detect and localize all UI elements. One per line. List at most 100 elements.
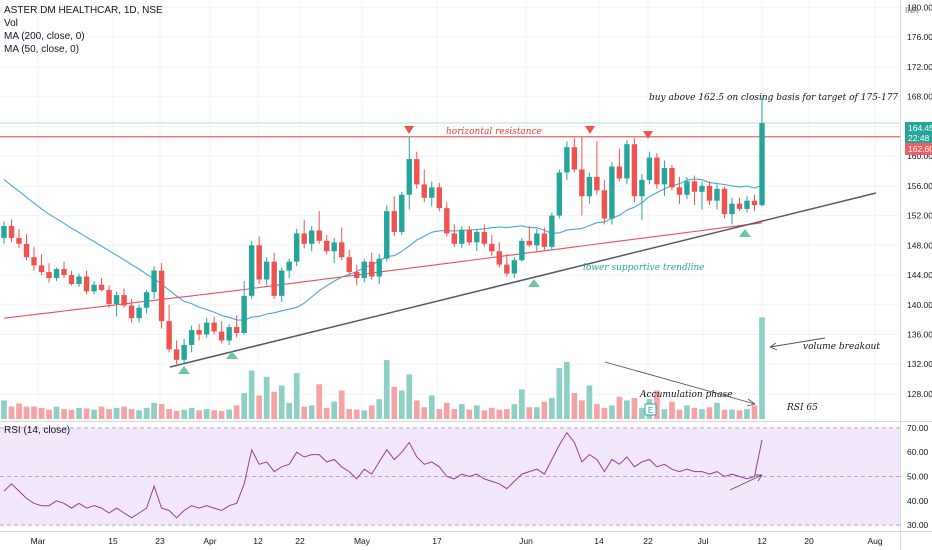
candle-body <box>669 168 675 188</box>
time-tick-label: 22 <box>643 536 653 546</box>
volume-bar <box>398 390 405 419</box>
candle-body <box>369 261 375 277</box>
volume-bar <box>391 386 398 419</box>
volume-bar <box>98 406 105 419</box>
volume-bar <box>151 402 157 419</box>
countdown: 22:48 <box>908 133 930 143</box>
candle-body <box>376 258 382 277</box>
volume-bar <box>53 406 60 419</box>
volume-bar <box>526 407 533 419</box>
volume-bar <box>293 373 300 419</box>
price-tick-label: 152.00 <box>907 211 932 221</box>
currency-label[interactable]: INR <box>905 6 919 15</box>
volume-bar <box>579 400 585 419</box>
time-tick-label: 15 <box>108 536 118 546</box>
candle-body <box>511 260 518 274</box>
accumulation-arrow-head <box>746 398 756 407</box>
legend-ma200[interactable]: MA (200, close, 0) <box>4 31 85 42</box>
volume-bar <box>136 410 142 419</box>
candle-body <box>354 272 360 279</box>
price-tick-label: 176.00 <box>907 32 932 42</box>
candle-body <box>211 322 217 332</box>
legend-ma50[interactable]: MA (50, close, 0) <box>4 44 80 55</box>
candle-body <box>526 240 533 246</box>
rsi-legend[interactable]: RSI (14, close) <box>4 425 71 436</box>
volume-bar <box>549 397 555 419</box>
support-touch-marker <box>528 279 540 287</box>
candle-body <box>68 275 75 284</box>
buy-annotation: buy above 162.5 on closing basis for tar… <box>649 93 899 103</box>
volume-bar <box>571 392 578 419</box>
resistance-touch-marker <box>585 126 595 134</box>
volume-bar <box>473 405 480 419</box>
candle-body <box>421 184 427 198</box>
candle-body <box>301 233 307 244</box>
candle-body <box>271 261 277 296</box>
volume-bar <box>16 403 22 419</box>
time-tick-label: Jul <box>698 536 709 546</box>
volume-bar <box>541 401 548 419</box>
volume-bar <box>376 399 383 419</box>
volume-bar <box>706 407 713 419</box>
volume-bar <box>751 405 758 419</box>
price-tick-label: 156.00 <box>907 181 932 191</box>
resistance-touch-marker <box>643 131 653 139</box>
candle-body <box>76 276 82 284</box>
candle-body <box>316 230 322 241</box>
price-tick-label: 128.00 <box>907 389 932 399</box>
volume-bar <box>166 409 172 419</box>
volume-bar <box>121 406 127 419</box>
volume-bar <box>83 408 90 419</box>
candle-body <box>744 200 750 209</box>
volume-bar <box>759 317 765 419</box>
volume-bar <box>714 402 720 419</box>
candle-body <box>736 203 743 209</box>
rsi-tick-label: 40.00 <box>907 496 929 506</box>
volume-bar <box>113 407 120 419</box>
candle-body <box>91 284 97 292</box>
volume-bar <box>181 409 187 419</box>
candle-body <box>564 147 570 173</box>
candle-body <box>436 187 442 209</box>
last-price-tag: 164.45 22:48 <box>905 122 932 144</box>
legend-volume[interactable]: Vol <box>4 18 18 29</box>
volume-bar <box>23 406 30 419</box>
candle-body <box>624 144 630 179</box>
candle-body <box>151 270 157 293</box>
volume-bar <box>256 395 263 419</box>
volume-bar <box>496 409 503 419</box>
volume-bar <box>353 409 360 419</box>
candle-body <box>586 176 593 197</box>
support-touch-marker <box>739 229 751 237</box>
candle-body <box>31 257 37 266</box>
volume-bar <box>263 376 270 419</box>
price-tick-label: 172.00 <box>907 62 932 72</box>
volume-bar <box>721 409 728 419</box>
legend-symbol[interactable]: ASTER DM HEALTHCAR, 1D, NSE <box>4 5 163 16</box>
candle-body <box>188 330 195 345</box>
candle-body <box>579 169 585 197</box>
volume-bar <box>421 407 428 419</box>
resistance-annotation: horizontal resistance <box>446 127 542 137</box>
volume-bar <box>518 389 525 419</box>
volume-bar <box>669 401 675 419</box>
volume-bar <box>1 400 7 419</box>
candle-body <box>203 322 210 335</box>
candle-body <box>278 270 285 296</box>
volume-bar <box>323 407 330 419</box>
volume-bar <box>106 409 112 419</box>
candle-body <box>541 233 548 247</box>
time-tick-label: Apr <box>203 536 216 546</box>
candle-body <box>121 295 127 306</box>
support-trendline <box>169 192 877 368</box>
volume-bar <box>316 384 323 419</box>
volume-bar <box>691 407 698 419</box>
candle-body <box>233 327 240 334</box>
candle-body <box>61 269 67 276</box>
price-tick-label: 132.00 <box>907 359 932 369</box>
candle-body <box>391 211 397 232</box>
volume-bar <box>488 407 495 419</box>
rsi-tick-label: 70.00 <box>907 423 929 433</box>
price-tick-label: 144.00 <box>907 270 932 280</box>
